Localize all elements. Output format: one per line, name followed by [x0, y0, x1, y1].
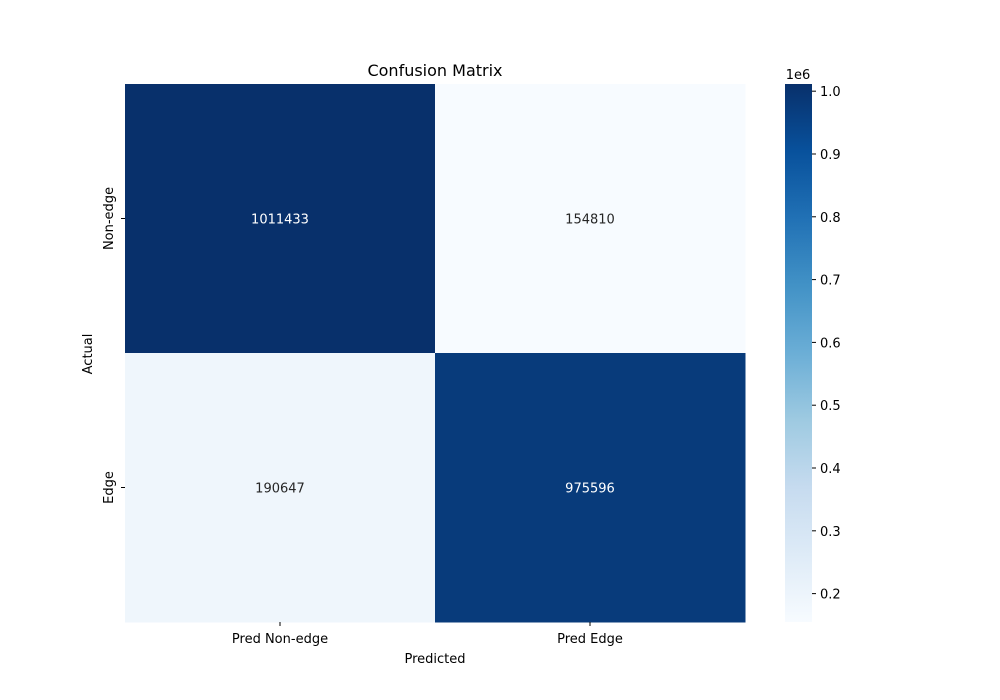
- colorbar-tick-label: 0.4: [820, 462, 841, 477]
- cell-value-label: 975596: [565, 482, 615, 497]
- cell-value-label: 190647: [255, 482, 305, 497]
- colorbar-tick-label: 0.8: [820, 211, 841, 226]
- heatmap: 1011433 154810 190647 975596: [125, 84, 746, 623]
- y-tick-label: Non-edge: [102, 187, 117, 250]
- heatmap-cell: [435, 84, 746, 354]
- x-tick-label: Pred Edge: [557, 632, 623, 647]
- colorbar-tick-label: 0.5: [820, 399, 841, 414]
- x-axis: Pred Non-edge Pred Edge: [232, 622, 623, 647]
- y-tick-label: Edge: [102, 471, 117, 504]
- colorbar-ticks: 0.2 0.3 0.4 0.5 0.6 0.7 0.8 0.9 1.0: [812, 85, 841, 603]
- heatmap-cell: [125, 353, 436, 623]
- colorbar-tick-label: 0.7: [820, 274, 841, 289]
- colorbar-tick-label: 1.0: [820, 85, 841, 100]
- colorbar-tick-label: 0.6: [820, 336, 841, 351]
- cell-value-label: 154810: [565, 213, 615, 228]
- y-axis: Non-edge Edge: [102, 187, 125, 504]
- colorbar-exponent-label: 1e6: [786, 68, 811, 83]
- colorbar-tick-label: 0.2: [820, 588, 841, 603]
- heatmap-cell: [125, 84, 436, 354]
- colorbar: 0.2 0.3 0.4 0.5 0.6 0.7 0.8 0.9 1.0 1e6: [785, 68, 841, 622]
- colorbar-gradient: [785, 84, 812, 622]
- chart-title: Confusion Matrix: [367, 61, 502, 80]
- x-axis-label: Predicted: [404, 652, 465, 667]
- colorbar-tick-label: 0.3: [820, 525, 841, 540]
- heatmap-cell: [435, 353, 746, 623]
- colorbar-tick-label: 0.9: [820, 148, 841, 163]
- x-tick-label: Pred Non-edge: [232, 632, 328, 647]
- y-axis-label: Actual: [81, 334, 96, 375]
- cell-value-label: 1011433: [251, 213, 309, 228]
